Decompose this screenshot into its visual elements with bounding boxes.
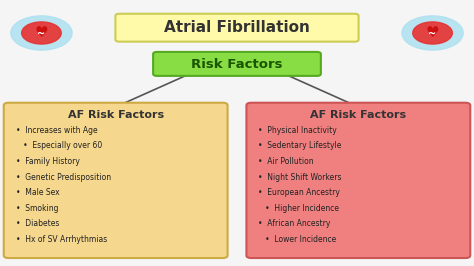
Text: •  Diabetes: • Diabetes bbox=[16, 219, 59, 228]
Text: AF Risk Factors: AF Risk Factors bbox=[68, 110, 164, 120]
FancyBboxPatch shape bbox=[116, 14, 358, 42]
Text: ♥: ♥ bbox=[426, 26, 439, 40]
Text: ~: ~ bbox=[428, 28, 437, 39]
Text: •  Night Shift Workers: • Night Shift Workers bbox=[258, 173, 342, 182]
Text: •  Genetic Predisposition: • Genetic Predisposition bbox=[16, 173, 110, 182]
Text: •  Smoking: • Smoking bbox=[16, 204, 58, 213]
Text: •  Physical Inactivity: • Physical Inactivity bbox=[258, 126, 337, 135]
Text: •  European Ancestry: • European Ancestry bbox=[258, 188, 340, 197]
Circle shape bbox=[22, 22, 61, 44]
Text: •  Family History: • Family History bbox=[16, 157, 80, 166]
Text: •  Hx of SV Arrhythmias: • Hx of SV Arrhythmias bbox=[16, 235, 107, 244]
Text: •  Especially over 60: • Especially over 60 bbox=[16, 142, 102, 151]
Text: •  Male Sex: • Male Sex bbox=[16, 188, 59, 197]
Text: •  Higher Incidence: • Higher Incidence bbox=[258, 204, 339, 213]
Text: Atrial Fibrillation: Atrial Fibrillation bbox=[164, 20, 310, 35]
Text: ♥: ♥ bbox=[35, 26, 48, 40]
Text: •  Lower Incidence: • Lower Incidence bbox=[258, 235, 337, 244]
Circle shape bbox=[413, 22, 452, 44]
FancyBboxPatch shape bbox=[246, 103, 470, 258]
FancyBboxPatch shape bbox=[153, 52, 321, 76]
Text: AF Risk Factors: AF Risk Factors bbox=[310, 110, 406, 120]
Text: •  Sedentary Lifestyle: • Sedentary Lifestyle bbox=[258, 142, 342, 151]
Circle shape bbox=[402, 16, 463, 50]
Text: •  Increases with Age: • Increases with Age bbox=[16, 126, 97, 135]
Text: ~: ~ bbox=[37, 28, 46, 39]
Text: •  Air Pollution: • Air Pollution bbox=[258, 157, 314, 166]
FancyBboxPatch shape bbox=[4, 103, 228, 258]
Text: Risk Factors: Risk Factors bbox=[191, 57, 283, 70]
Circle shape bbox=[11, 16, 72, 50]
Text: •  African Ancestry: • African Ancestry bbox=[258, 219, 330, 228]
